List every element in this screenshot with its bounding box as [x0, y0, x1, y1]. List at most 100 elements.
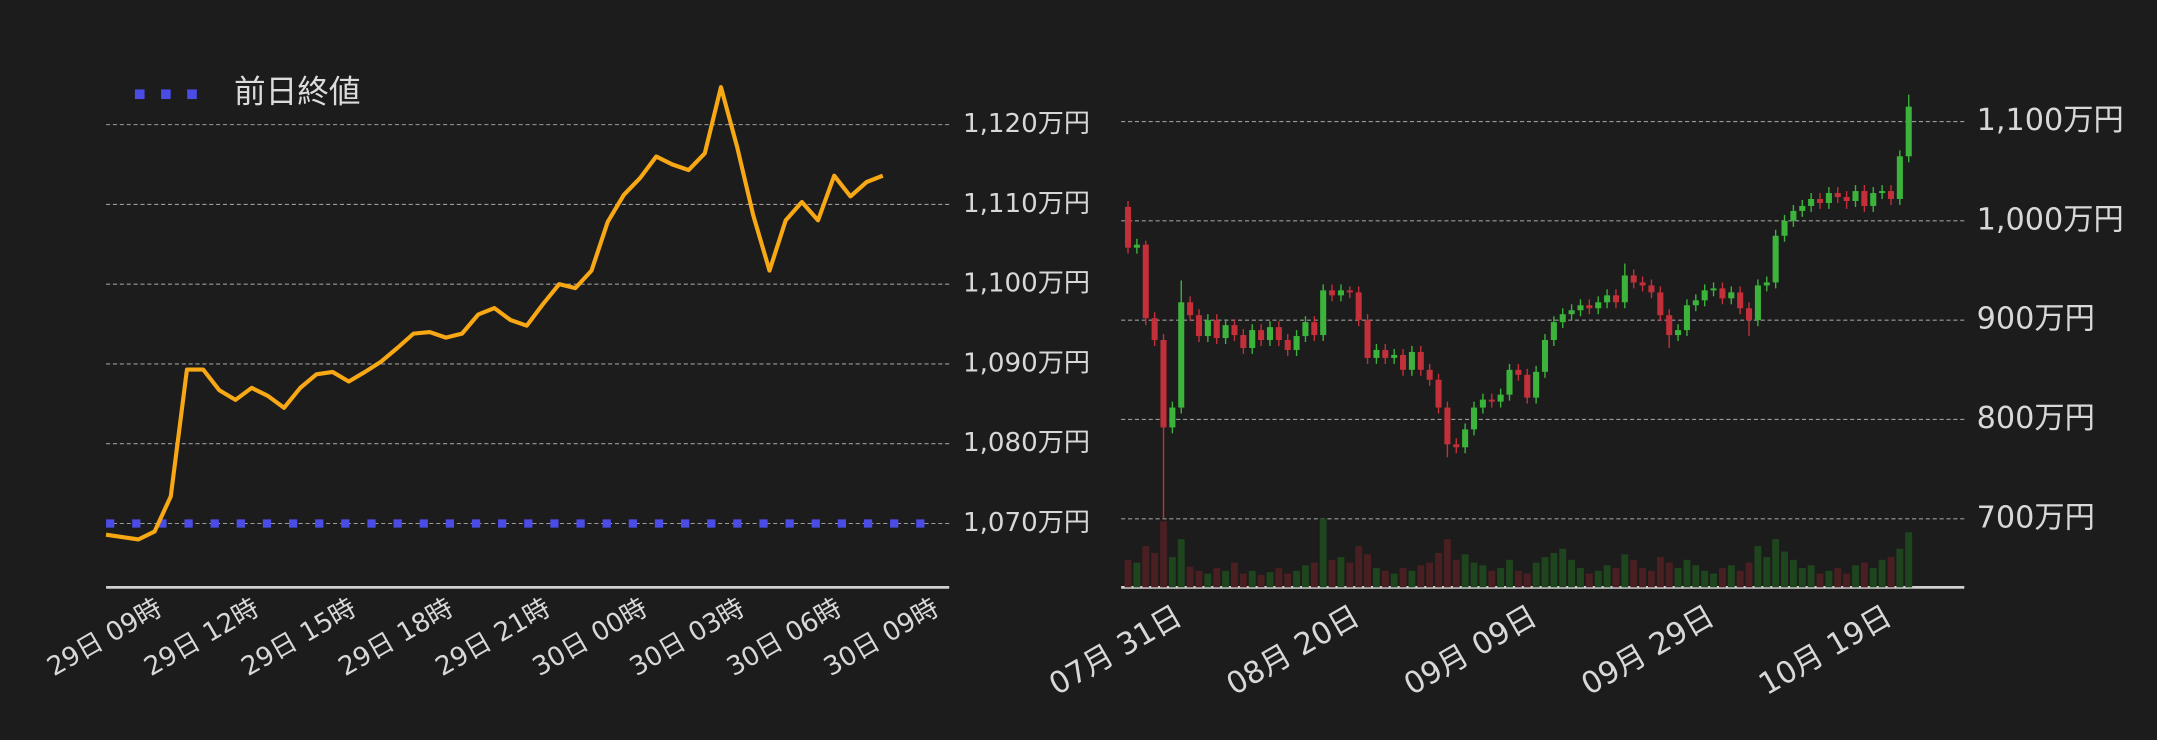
candle-body [1816, 199, 1824, 203]
y-tick-label: 700万円 [1977, 500, 2095, 535]
candle-body [1870, 193, 1877, 206]
candle-body [1249, 330, 1256, 348]
volume-bar [1337, 557, 1345, 588]
volume-bar [1435, 552, 1442, 588]
volume-bar [1168, 557, 1176, 588]
volume-bar [1124, 559, 1132, 588]
y-tick-label: 1,100万円 [1977, 103, 2124, 138]
volume-bar [1763, 557, 1771, 588]
candle-body [1799, 205, 1806, 211]
candle-body [1533, 371, 1540, 398]
volume-bar [1275, 568, 1283, 588]
candle-body [1808, 199, 1815, 206]
volume-bar [1718, 568, 1726, 588]
candle-body [1763, 282, 1770, 286]
y-tick-label: 1,080万円 [963, 428, 1090, 458]
volume-bar [1736, 570, 1744, 588]
volume-bar [1568, 559, 1576, 588]
volume-bar [1399, 568, 1407, 588]
candle-body [1604, 295, 1611, 303]
volume-bar [1585, 573, 1593, 588]
y-tick-label: 1,120万円 [963, 109, 1090, 139]
candle-body [1852, 191, 1859, 201]
volume-bar [1319, 518, 1327, 588]
volume-bar [1452, 559, 1460, 588]
candle-body [1648, 285, 1655, 293]
volume-bar [1789, 559, 1797, 588]
candle-body [1754, 285, 1761, 321]
candle-body [1896, 156, 1903, 200]
volume-bar [1905, 532, 1913, 588]
volume-bar [1594, 570, 1602, 588]
volume-bar [1142, 546, 1150, 588]
y-tick-label: 1,000万円 [1977, 202, 2124, 237]
volume-bar [1310, 562, 1318, 588]
volume-bar [1896, 548, 1904, 588]
y-tick-label: 1,100万円 [963, 269, 1090, 299]
volume-bar [1798, 568, 1806, 588]
legend-swatch [187, 89, 197, 100]
candle-body [1124, 206, 1132, 248]
candle-body [1905, 106, 1912, 157]
candle-body [1275, 327, 1282, 341]
volume-bar [1665, 562, 1673, 588]
candle-body [1160, 340, 1167, 428]
volume-bar [1461, 554, 1469, 588]
candle-body [1577, 305, 1584, 311]
candle-body [1470, 407, 1478, 430]
volume-bar [1550, 552, 1558, 588]
volume-bar [1390, 573, 1398, 588]
volume-bar [1639, 568, 1647, 588]
volume-bar [1674, 568, 1682, 588]
candle-body [1169, 407, 1176, 428]
volume-bar [1754, 546, 1762, 588]
volume-bar [1177, 539, 1185, 588]
volume-bar [1186, 566, 1194, 588]
candle-body [1435, 379, 1442, 408]
candle-body [1515, 369, 1522, 375]
candle-body [1320, 290, 1327, 336]
candle-body [1887, 191, 1895, 200]
candle-body [1675, 330, 1682, 336]
volume-bar [1648, 570, 1655, 588]
candle-body [1710, 288, 1717, 291]
candle-body [1861, 191, 1868, 206]
volume-bar [1745, 562, 1753, 588]
volume-bar [1497, 568, 1505, 588]
volume-bar [1213, 568, 1221, 588]
candle-body [1834, 193, 1841, 198]
volume-bar [1692, 565, 1700, 588]
candle-body [1213, 320, 1220, 339]
candle-body [1329, 290, 1336, 296]
volume-bar [1577, 568, 1584, 588]
candle-body [1204, 320, 1211, 337]
volume-bar [1284, 573, 1292, 588]
candle-body [1231, 325, 1238, 336]
volume-bar [1825, 570, 1833, 588]
candle-body [1151, 318, 1158, 341]
volume-bar [1381, 570, 1389, 588]
candle-body [1639, 282, 1646, 286]
candle-body [1258, 330, 1265, 341]
volume-bar [1293, 570, 1301, 588]
legend-label: 前日終値 [234, 75, 361, 111]
candle-body [1240, 335, 1247, 348]
line-series [105, 85, 884, 542]
candle-body [1746, 308, 1753, 321]
volume-bar [1843, 573, 1851, 588]
volume-bar [1364, 554, 1371, 588]
volume-bar [1816, 573, 1824, 588]
candle-body [1657, 292, 1664, 316]
candle-body [1630, 275, 1637, 283]
volume-bar [1514, 570, 1522, 588]
volume-bar [1887, 557, 1895, 588]
candle-body [1701, 290, 1708, 301]
candle-body [1187, 302, 1194, 316]
volume-bar [1772, 539, 1780, 588]
candle-body [1559, 314, 1566, 323]
volume-bar [1532, 562, 1540, 588]
candle-body [1843, 197, 1850, 201]
candle-body [1719, 288, 1726, 299]
volume-bar [1559, 548, 1567, 588]
